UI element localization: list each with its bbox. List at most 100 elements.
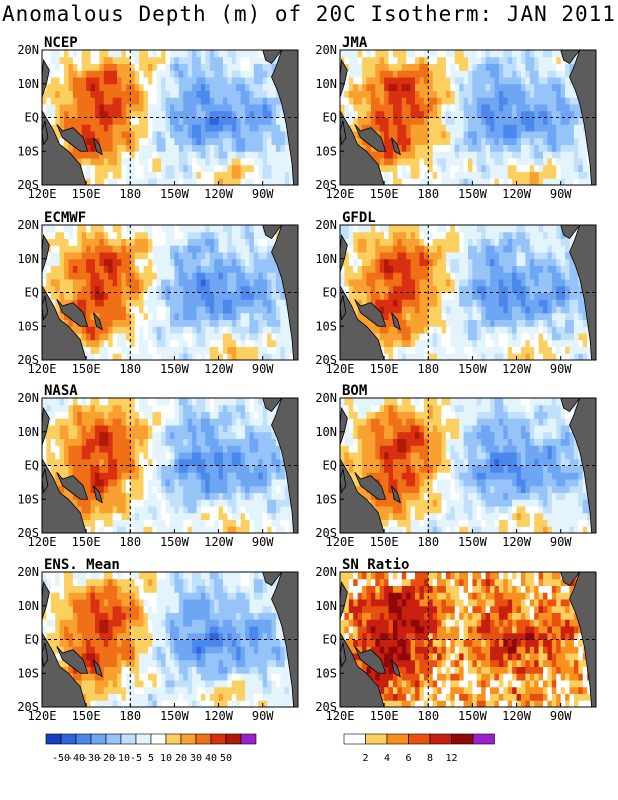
lon-tick-label: 90W [252,187,274,201]
lat-tick-label: 10N [315,77,337,91]
lat-tick-label: 10S [17,144,39,158]
land-mass [340,631,385,707]
land-mass [271,572,298,707]
anomaly-legend-label: -5 [130,753,142,764]
lat-tick-label: EQ [323,459,337,473]
land-mass [56,471,89,500]
land-mass [42,468,49,494]
lat-tick-label: 20S [315,526,337,540]
lon-tick-label: 90W [252,709,274,723]
lon-tick-label: 150E [72,187,101,201]
land-mass [56,645,89,674]
land-mass [42,58,50,98]
land-mass [42,642,49,668]
lat-tick-label: 10S [315,319,337,333]
lon-tick-label: 180 [417,535,439,549]
lat-tick-label: 10S [315,144,337,158]
land-mass [42,580,50,620]
lon-tick-label: 120W [502,535,532,549]
land-mass [271,50,298,185]
lon-tick-label: 150E [72,535,101,549]
panel-5: 120E 150E 180 150W 120W 90W 20N 10N EQ 10S 20S BOM [315,383,597,549]
land-mass [93,485,103,504]
lat-tick-label: 10N [315,599,337,613]
panel-3: 120E 150E 180 150W 120W 90W 20N 10N EQ 10S 20S GFDL [315,210,597,376]
heatmap-cells [340,225,596,360]
lat-tick-label: 20N [17,218,39,232]
panel-2: 120E 150E 180 150W 120W 90W 20N 10N EQ 10S 20S ECMW… [17,210,299,376]
heatmap-cells [42,398,298,533]
land-mass [42,120,49,146]
land-mass [340,457,385,533]
land-mass [93,659,103,678]
lon-tick-label: 150E [370,362,399,376]
lon-tick-label: 150W [160,709,190,723]
lon-tick-label: 150E [72,362,101,376]
lat-tick-label: 10N [17,77,39,91]
lon-tick-label: 90W [550,362,572,376]
lat-tick-label: 20N [17,391,39,405]
lat-tick-label: 10S [315,666,337,680]
panel-title: NCEP [44,35,78,51]
land-mass [354,123,387,152]
lon-tick-label: 120W [502,362,532,376]
anomaly-legend-label: -40 [67,753,85,764]
sn-legend-label: 4 [384,753,390,764]
lon-tick-label: 90W [550,709,572,723]
land-mass [42,457,87,533]
lon-tick-label: 180 [119,362,141,376]
lon-tick-label: 150E [370,709,399,723]
lon-tick-label: 180 [417,362,439,376]
panel-7: 120E 150E 180 150W 120W 90W 20N 10N EQ 10S 20S SN R… [315,557,597,723]
land-mass [391,485,401,504]
land-mass [340,109,385,185]
panel-title: BOM [342,383,367,399]
land-mass [262,398,283,413]
lon-tick-label: 150E [370,187,399,201]
lat-tick-label: 20S [315,353,337,367]
lon-tick-label: 120W [502,187,532,201]
lon-tick-label: 90W [252,535,274,549]
lat-tick-label: EQ [25,286,39,300]
lon-tick-label: 180 [119,187,141,201]
lon-tick-label: 120E [28,362,57,376]
lat-tick-label: 10S [315,492,337,506]
anomaly-legend-label: 40 [205,753,217,764]
lon-tick-label: 150W [160,187,190,201]
panel-title: NASA [44,383,78,399]
land-mass [391,659,401,678]
lat-tick-label: 20S [315,178,337,192]
heatmap-cells [42,572,298,707]
lat-tick-label: 20N [315,565,337,579]
lon-tick-label: 120W [502,709,532,723]
lon-tick-label: 120E [326,362,355,376]
lon-tick-label: 120E [28,535,57,549]
lon-tick-label: 150W [160,535,190,549]
lat-tick-label: 10S [17,492,39,506]
lat-tick-label: 20S [17,526,39,540]
lat-tick-label: 10N [17,599,39,613]
lat-tick-label: 20S [315,700,337,714]
lat-tick-label: 20N [315,391,337,405]
land-mass [340,468,347,494]
land-mass [93,137,103,156]
lat-tick-label: 20S [17,178,39,192]
anomaly-legend-label: 30 [190,753,202,764]
heatmap-cells [42,225,298,360]
lon-tick-label: 120E [326,709,355,723]
lon-tick-label: 150W [160,362,190,376]
lon-tick-label: 150W [458,362,488,376]
land-mass [340,642,347,668]
land-mass [262,50,283,65]
land-mass [560,398,581,413]
anomaly-legend-label: 5 [148,753,154,764]
anomaly-legend-label: -50 [52,753,70,764]
land-mass [354,471,387,500]
lat-tick-label: 10N [17,425,39,439]
anomaly-legend-label: 10 [160,753,172,764]
lon-tick-label: 90W [550,187,572,201]
panel-title: ENS. Mean [44,557,120,573]
land-mass [560,572,581,587]
lon-tick-label: 150W [458,187,488,201]
lon-tick-label: 120W [204,709,234,723]
